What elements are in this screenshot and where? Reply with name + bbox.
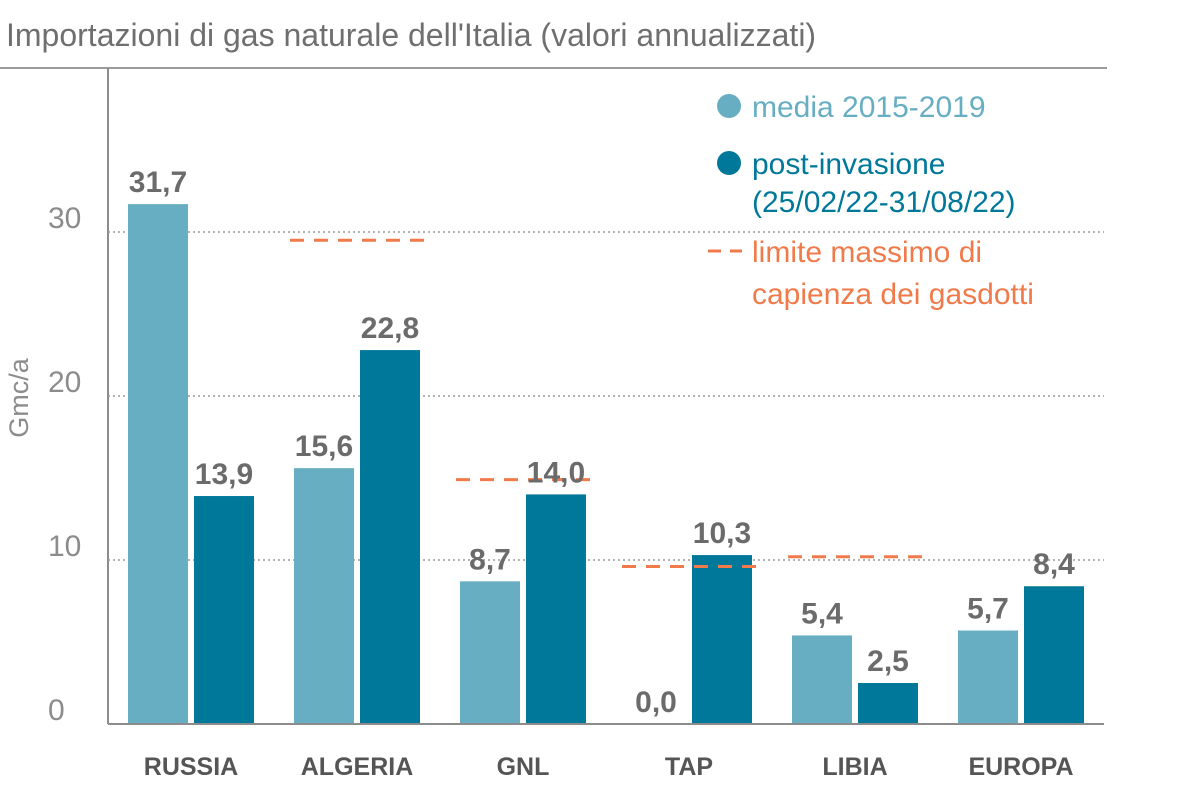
legend-label-post-period: (25/02/22-31/08/22) (752, 186, 1016, 219)
value-label: 13,9 (195, 458, 253, 491)
legend: media 2015-2019 post-invasione (25/02/22… (708, 91, 1034, 311)
y-tick-label: 10 (48, 530, 81, 563)
category-label: EUROPA (968, 753, 1073, 781)
y-tick-label: 20 (48, 366, 81, 399)
bar-media-gnl (460, 581, 520, 724)
bars (128, 204, 1084, 724)
category-label: RUSSIA (144, 753, 238, 781)
bar-post-libia (858, 683, 918, 724)
category-label: LIBIA (822, 753, 887, 781)
category-label: TAP (665, 753, 713, 781)
bar-media-libia (792, 635, 852, 724)
value-label: 8,7 (469, 543, 511, 576)
bar-media-europa (958, 630, 1018, 724)
bar-post-algeria (360, 350, 420, 724)
value-labels: 31,7 15,6 8,7 0,0 5,4 5,7 13,9 22,8 14,0 10,3 2,5 8… (129, 166, 1075, 719)
value-label: 2,5 (867, 645, 909, 678)
category-label: GNL (497, 753, 550, 781)
legend-label-media: media 2015-2019 (752, 91, 986, 124)
value-label: 15,6 (295, 430, 353, 463)
bar-post-gnl (526, 494, 586, 724)
value-label: 14,0 (527, 456, 585, 489)
bar-media-algeria (294, 468, 354, 724)
value-label: 10,3 (693, 517, 751, 550)
chart-title: Importazioni di gas naturale dell'Italia… (6, 17, 816, 53)
legend-swatch-post (717, 151, 741, 175)
grid: 0 10 20 30 (48, 202, 1104, 727)
value-label: 0,0 (635, 686, 677, 719)
value-label: 5,4 (801, 597, 843, 630)
bar-post-russia (194, 496, 254, 724)
bar-post-europa (1024, 586, 1084, 724)
category-label: ALGERIA (301, 753, 414, 781)
legend-label-post: post-invasione (752, 148, 945, 181)
bar-post-tap (692, 555, 752, 724)
legend-label-limit-1: limite massimo di (752, 236, 982, 269)
bar-media-russia (128, 204, 188, 724)
y-tick-label: 30 (48, 202, 81, 235)
value-label: 8,4 (1033, 548, 1075, 581)
legend-label-limit-2: capienza dei gasdotti (752, 278, 1034, 311)
y-tick-label: 0 (48, 694, 65, 727)
value-label: 22,8 (361, 312, 419, 345)
y-axis-label: Gmc/a (4, 357, 34, 437)
value-label: 31,7 (129, 166, 187, 199)
value-label: 5,7 (967, 593, 1009, 626)
category-labels: RUSSIA ALGERIA GNL TAP LIBIA EUROPA (144, 753, 1074, 781)
legend-swatch-media (717, 94, 741, 118)
